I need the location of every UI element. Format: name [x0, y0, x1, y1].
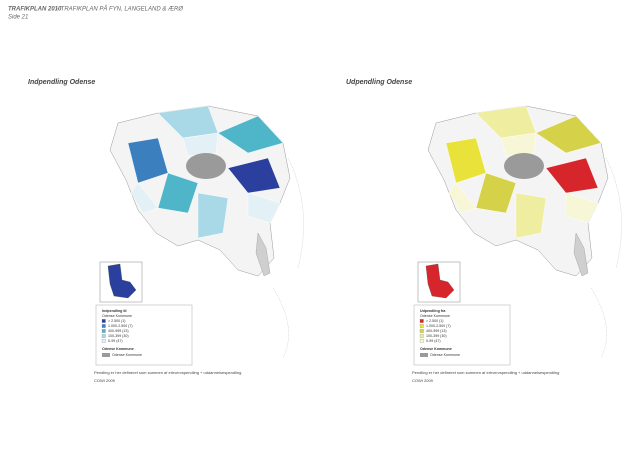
caption: Pendling er her defineret som summen af … [412, 370, 559, 375]
legend-area-item: Odense Kommune [112, 353, 142, 357]
legend-item: 1.000-2.500 (7) [426, 324, 451, 328]
caption: Pendling er her defineret som summen af … [94, 370, 241, 375]
legend-swatch [101, 324, 106, 328]
panel-title: Udpendling Odense [346, 79, 412, 86]
zone [130, 182, 159, 214]
langeland [255, 232, 271, 277]
source: COWI 2009 [412, 378, 434, 383]
inset-map [425, 263, 455, 299]
legend-box [95, 304, 193, 366]
zone [500, 132, 537, 157]
header-title: TRAFIKPLAN 2010 [8, 7, 62, 13]
zone [182, 132, 219, 157]
zone [545, 157, 599, 194]
zone [247, 192, 281, 224]
legend-item: 1.000-2.500 (7) [108, 324, 133, 328]
legend-item: > 2.500 (1) [426, 319, 443, 323]
legend-swatch [101, 339, 106, 343]
legend-swatch [419, 334, 424, 338]
legend-area-item: Odense Kommune [430, 353, 460, 357]
map [427, 105, 622, 359]
legend-swatch [419, 339, 424, 343]
map [109, 105, 304, 359]
legend-box [413, 304, 511, 366]
legend-subtitle: Odense Kommune [420, 314, 450, 318]
legend-swatch [419, 324, 424, 328]
zone [227, 157, 281, 194]
zone [197, 192, 229, 239]
panel-title: Indpendling Odense [28, 79, 95, 86]
legend-title: Udpendling fra [420, 309, 446, 313]
legend-title: Indpendling til [102, 309, 127, 313]
legend-item: 400-999 (13) [108, 329, 129, 333]
page-number: Side 21 [8, 15, 28, 21]
legend-swatch [419, 329, 424, 333]
legend-item: 0-99 (47) [108, 339, 123, 343]
legend-area-swatch [102, 353, 110, 357]
legend-area-title: Odense Kommune [420, 347, 452, 351]
zone [217, 115, 284, 154]
legend-swatch [101, 334, 106, 338]
legend-subtitle: Odense Kommune [102, 314, 132, 318]
legend-area-title: Odense Kommune [102, 347, 134, 351]
zone [448, 182, 477, 214]
zone [475, 172, 517, 214]
legend-item: 400-999 (13) [426, 329, 447, 333]
legend-area-swatch [420, 353, 428, 357]
odense [504, 153, 544, 179]
legend-item: 100-399 (30) [108, 334, 129, 338]
coast [272, 157, 304, 359]
legend-item: > 2.500 (1) [108, 319, 125, 323]
inset-map [107, 263, 137, 299]
source: COWI 2009 [94, 378, 116, 383]
legend-swatch [101, 319, 106, 323]
odense [186, 153, 226, 179]
zone [535, 115, 602, 154]
langeland [573, 232, 589, 277]
zone [515, 192, 547, 239]
legend-item: 0-99 (47) [426, 339, 441, 343]
zone [157, 172, 199, 214]
header-subtitle: - TRAFIKPLAN PÅ FYN, LANGELAND & ÆRØ [57, 6, 183, 13]
legend-swatch [419, 319, 424, 323]
coast [590, 157, 622, 359]
zone [565, 192, 599, 224]
legend-item: 100-399 (30) [426, 334, 447, 338]
legend-swatch [101, 329, 106, 333]
